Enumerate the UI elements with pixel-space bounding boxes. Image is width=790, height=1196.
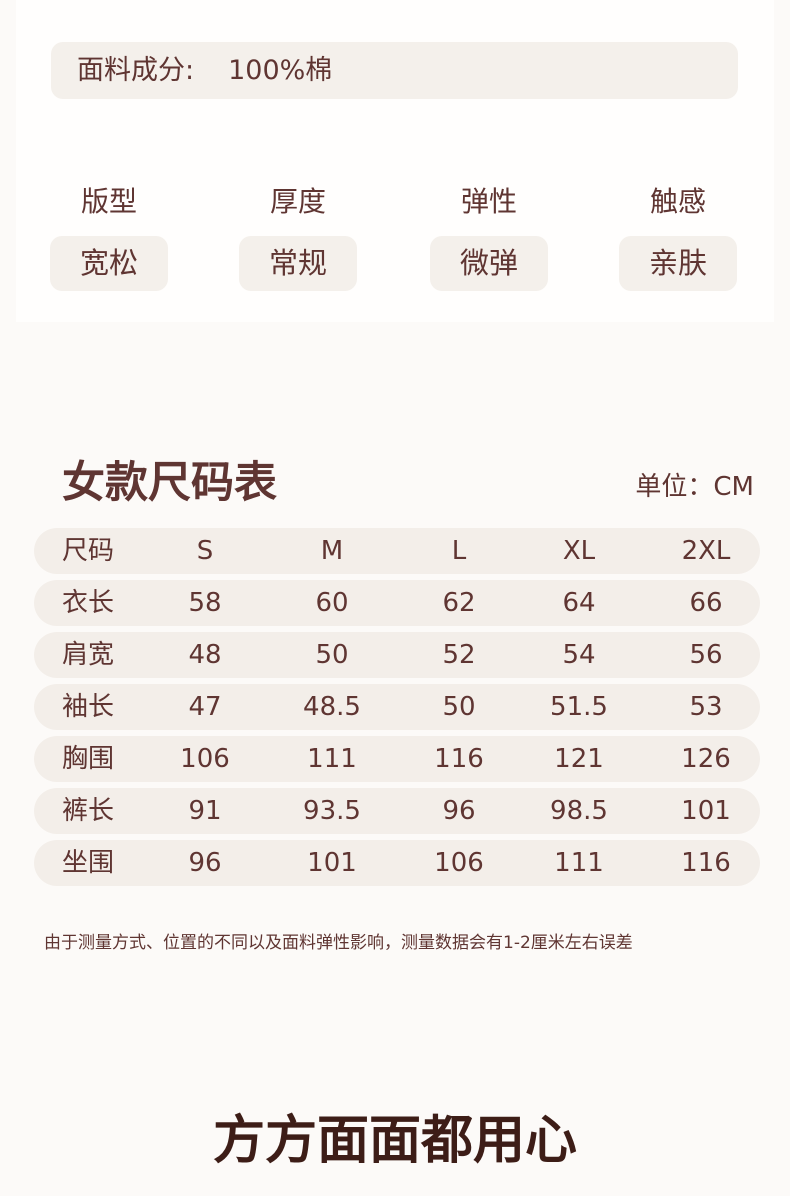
table-cell: S bbox=[196, 536, 214, 566]
fabric-label: 面料成分: bbox=[77, 55, 195, 86]
size-chart-title: 女款尺码表 bbox=[62, 458, 277, 508]
table-cell: 111 bbox=[554, 848, 604, 878]
attribute-label: 弹性 bbox=[460, 185, 517, 218]
table-cell: 64 bbox=[562, 588, 596, 618]
row-label: 裤长 bbox=[62, 796, 115, 826]
table-row: 袖长 47 48.5 50 51.5 53 bbox=[34, 684, 760, 730]
fabric-value: 100%棉 bbox=[228, 55, 333, 86]
table-cell: 47 bbox=[188, 692, 222, 722]
table-cell: 126 bbox=[681, 744, 731, 774]
attribute-label: 厚度 bbox=[269, 185, 326, 218]
table-cell: 50 bbox=[442, 692, 476, 722]
attribute-value: 宽松 bbox=[50, 236, 168, 291]
table-cell: 101 bbox=[307, 848, 357, 878]
table-cell: 54 bbox=[562, 640, 596, 670]
attribute-elasticity: 弹性 微弹 bbox=[430, 180, 548, 291]
table-cell: 48 bbox=[188, 640, 222, 670]
measurement-note: 由于测量方式、位置的不同以及面料弹性影响，测量数据会有1-2厘米左右误差 bbox=[44, 933, 633, 953]
table-cell: 56 bbox=[689, 640, 723, 670]
table-cell: XL bbox=[562, 536, 596, 566]
slogan: 方方面面都用心 bbox=[212, 1111, 577, 1171]
table-cell: 116 bbox=[434, 744, 484, 774]
table-cell: 96 bbox=[188, 848, 222, 878]
table-cell: 60 bbox=[315, 588, 349, 618]
table-cell: 2XL bbox=[681, 536, 731, 566]
attribute-label: 触感 bbox=[649, 185, 706, 218]
attribute-value: 常规 bbox=[239, 236, 357, 291]
attribute-feel: 触感 亲肤 bbox=[619, 180, 737, 291]
row-label: 肩宽 bbox=[62, 640, 115, 670]
table-cell: 53 bbox=[689, 692, 723, 722]
table-row: 坐围 96 101 106 111 116 bbox=[34, 840, 760, 886]
table-cell: 96 bbox=[442, 796, 476, 826]
attribute-value: 微弹 bbox=[430, 236, 548, 291]
table-row: 裤长 91 93.5 96 98.5 101 bbox=[34, 788, 760, 834]
table-cell: M bbox=[320, 536, 344, 566]
row-label: 坐围 bbox=[62, 848, 115, 878]
table-header-row: 尺码 S M L XL 2XL bbox=[34, 528, 760, 574]
table-row: 衣长 58 60 62 64 66 bbox=[34, 580, 760, 626]
row-label: 衣长 bbox=[62, 588, 115, 618]
table-cell: 51.5 bbox=[550, 692, 608, 722]
row-label: 尺码 bbox=[62, 536, 115, 566]
table-cell: 98.5 bbox=[550, 796, 608, 826]
table-cell: 58 bbox=[188, 588, 222, 618]
fabric-composition: 面料成分: 100%棉 bbox=[51, 42, 738, 99]
attribute-value: 亲肤 bbox=[619, 236, 737, 291]
table-cell: 62 bbox=[442, 588, 476, 618]
table-cell: 101 bbox=[681, 796, 731, 826]
row-label: 胸围 bbox=[62, 744, 115, 774]
table-cell: 50 bbox=[315, 640, 349, 670]
table-cell: 48.5 bbox=[303, 692, 361, 722]
row-label: 袖长 bbox=[62, 692, 115, 722]
table-cell: 106 bbox=[434, 848, 484, 878]
table-row: 肩宽 48 50 52 54 56 bbox=[34, 632, 760, 678]
table-cell: 91 bbox=[188, 796, 222, 826]
table-row: 胸围 106 111 116 121 126 bbox=[34, 736, 760, 782]
table-cell: 52 bbox=[442, 640, 476, 670]
table-cell: 93.5 bbox=[303, 796, 361, 826]
table-cell: 111 bbox=[307, 744, 357, 774]
table-cell: 66 bbox=[689, 588, 723, 618]
table-cell: L bbox=[451, 536, 467, 566]
table-cell: 106 bbox=[180, 744, 230, 774]
size-chart-unit: 单位：CM bbox=[635, 472, 754, 502]
table-cell: 121 bbox=[554, 744, 604, 774]
attribute-thickness: 厚度 常规 bbox=[239, 180, 357, 291]
table-cell: 116 bbox=[681, 848, 731, 878]
attribute-label: 版型 bbox=[80, 185, 137, 218]
attribute-fit: 版型 宽松 bbox=[50, 180, 168, 291]
